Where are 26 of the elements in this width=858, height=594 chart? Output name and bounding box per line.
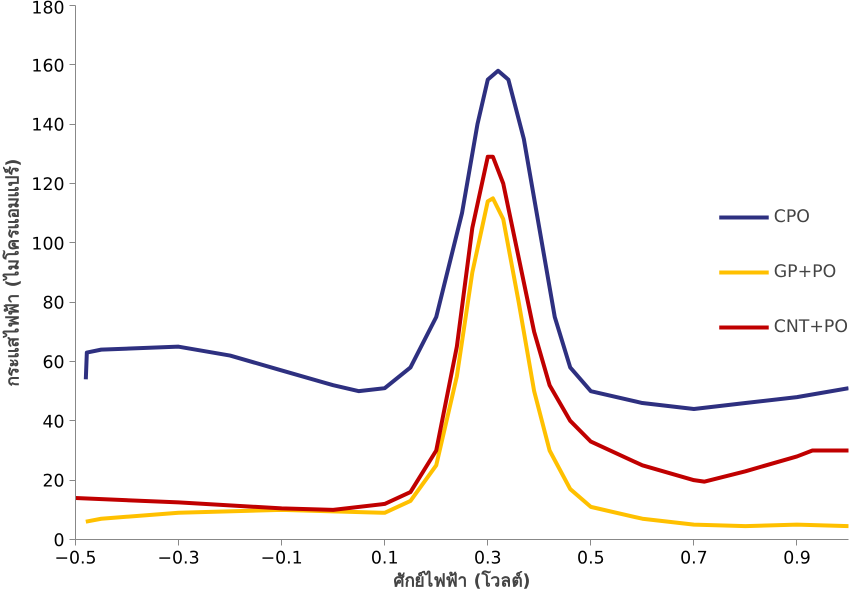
line-series — [84, 196, 848, 528]
x-tick-label: 0.3 — [474, 548, 502, 568]
y-tick-label: 160 — [31, 56, 65, 76]
y-tick-label: 0 — [53, 531, 65, 551]
x-tick-label: −0.5 — [54, 548, 97, 568]
y-axis-title: กระแสไฟฟ้า (ไมโครแอมแปร์) — [1, 158, 24, 386]
x-tick-label: 0.5 — [577, 548, 605, 568]
x-tick-label: 0.7 — [680, 548, 708, 568]
legend-label: CNT+PO — [774, 317, 848, 337]
x-tick-label: −0.3 — [158, 548, 200, 568]
legend-label: GP+PO — [774, 262, 836, 282]
x-axis-title: ศักย์ไฟฟ้า (โวลต์) — [394, 570, 530, 592]
y-tick-label: 140 — [31, 116, 65, 136]
y-tick-label: 80 — [42, 294, 65, 314]
x-tick-label: 0.1 — [370, 548, 398, 568]
x-tick-label: 0.9 — [783, 548, 811, 568]
line-series — [76, 154, 848, 512]
legend-label: CPO — [774, 207, 810, 227]
y-tick-label: 100 — [31, 234, 65, 254]
y-tick-label: 180 — [31, 0, 65, 18]
line-series — [84, 68, 848, 411]
y-tick-label: 60 — [42, 353, 65, 373]
x-tick-label: −0.1 — [260, 548, 303, 568]
y-tick-label: 120 — [31, 175, 65, 195]
y-tick-label: 20 — [42, 472, 65, 492]
y-tick-label: 40 — [42, 412, 65, 432]
